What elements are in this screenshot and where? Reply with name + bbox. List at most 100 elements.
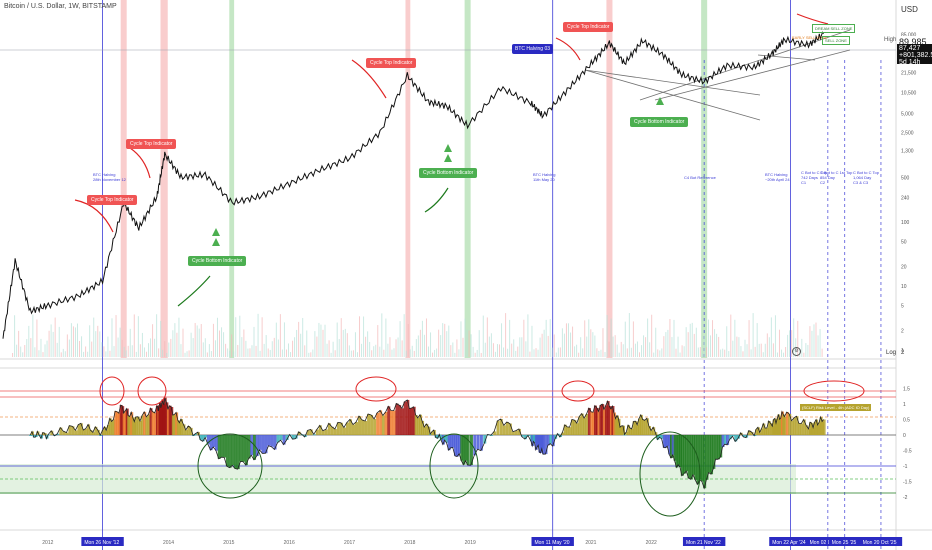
x-date-label: Mon 02 Dec '24 [810,540,845,546]
oscillator-bar [250,435,254,456]
volume-bar [505,313,507,357]
x-year-label: 2014 [163,540,174,546]
volume-bar [255,345,257,357]
oscillator-bar [239,435,243,462]
volume-bar [14,315,16,357]
early-sell-zone: EARLY SELL ZONE [792,35,828,40]
settings-icon[interactable]: ⚙ [792,347,801,356]
volume-bar [430,332,432,357]
oscillator-bar [802,419,806,435]
volume-bar [296,329,298,357]
oscillator-bar [601,404,605,435]
oscillator-line [29,397,824,490]
volume-bar [95,331,97,357]
volume-bar [570,332,572,357]
oscillator-bar [764,428,768,435]
oscillator-bar [258,435,262,450]
volume-bar [732,340,734,357]
volume-bar [277,339,279,357]
last-price-badge: 87,427 +801,382.57% 5d 14h [897,44,932,66]
volume-bar [665,332,667,357]
volume-bar [797,320,799,357]
volume-bar [79,340,81,357]
volume-bar [285,349,287,357]
volume-bar [377,325,379,357]
price-tick-label: 2 [901,329,904,335]
halving-note-2020: BTC Halving 11th May 20 [533,172,556,182]
price-tick-label: 85,000 [901,33,917,39]
volume-bar [452,342,454,357]
oscillator-bar [583,418,587,435]
volume-bar [533,349,535,357]
oscillator-bar [136,416,140,435]
log-button[interactable]: Log [886,350,897,356]
oscillator-bar [685,435,689,472]
volume-bar [326,343,328,357]
oscillator-bar [705,435,709,480]
volume-bar [807,344,809,357]
oscillator-bar [618,427,622,435]
volume-bar [42,352,44,357]
volume-bar [636,341,638,357]
oscillator-bar [809,422,813,435]
oscillator-tick-label: 0.5 [903,418,910,424]
oscillator-bar [609,408,613,435]
volume-bar [764,343,766,357]
volume-bar [267,348,269,357]
oscillator-bar [742,435,746,437]
volume-bar [198,328,200,357]
oscillator-bar [297,431,301,435]
volume-bar [600,349,602,357]
volume-bar [302,317,304,357]
volume-bar [219,330,221,357]
oscillator-bar [406,399,410,435]
volume-bar [407,324,409,357]
halving-note-2024: BTC Halving ~20th April 24 [765,172,790,182]
volume-bar [527,314,529,357]
volume-bar [20,346,22,357]
volume-bar [129,328,131,357]
volume-bar [486,317,488,357]
oscillator-bar [666,435,670,447]
volume-bar [551,347,553,357]
volume-bar [576,344,578,357]
volume-bar [699,346,701,357]
cycle-bottom-label: Cycle Bottom Indicator [188,256,247,266]
oscillator-bar [821,421,825,435]
oscillator-bar [734,435,738,442]
volume-bar [54,317,56,357]
oscillator-bar [65,432,69,435]
oscillator-bar [599,405,603,435]
oscillator-bar [636,424,640,435]
oscillator-bar [731,435,735,437]
oscillator-bar [669,435,673,459]
volume-bar [671,337,673,357]
volume-bar [641,345,643,357]
volume-bar [115,315,117,357]
oscillator-bar [184,429,188,435]
oscillator-bar [318,425,322,435]
currency-label[interactable]: USD [901,5,918,14]
volume-bar [318,322,320,357]
oscillator-tick-label: 1 [903,402,906,408]
volume-bar [714,329,716,357]
volume-bar [774,315,776,357]
volume-bar [225,343,227,357]
x-date-label: Mon 25 '25 [832,540,857,546]
volume-bar [762,352,764,357]
oscillator-bar [47,434,51,436]
oscillator-bar [367,414,371,435]
oscillator-bar [630,428,634,435]
volume-bar [776,352,778,357]
oscillator-bar [223,435,227,458]
oscillator-bar [236,435,240,470]
volume-bar [403,314,405,357]
oscillator-bar [606,401,610,435]
volume-bar [194,322,196,357]
volume-bar [677,336,679,357]
oscillator-bar [514,430,518,435]
volume-bar [316,336,318,357]
oscillator-bar [151,411,155,435]
volume-bar [365,336,367,357]
volume-bar [821,348,823,357]
